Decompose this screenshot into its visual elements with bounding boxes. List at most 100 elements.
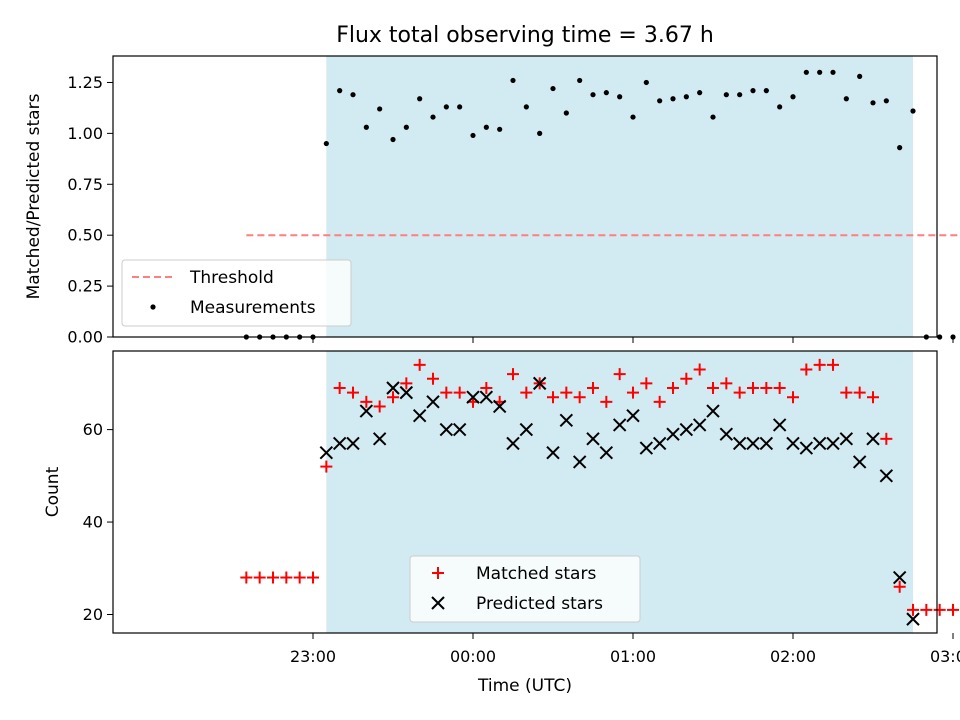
measurement-point [790,94,796,100]
x-tick-label: 02:00 [770,647,816,666]
matched-star-point [853,386,866,399]
matched-star-point [653,395,666,408]
matched-star-point [787,391,799,404]
x-tick-label: 01:00 [610,647,656,666]
matched-star-point [640,377,653,390]
top-legend-box [121,259,352,327]
measurement-point [363,124,369,130]
predicted-star-point [546,445,560,460]
matched-star-point [360,395,373,408]
predicted-star-point [879,469,894,483]
measurement-point [803,69,809,75]
measurement-point [603,90,609,96]
measurement-point [337,88,343,94]
matched-star-point [427,372,439,385]
predicted-star-point [359,404,374,418]
matched-star-point [440,386,453,399]
measurement-point [683,94,689,100]
measurement-point [497,126,503,132]
predicted-star-point [719,427,734,441]
observing-window-shade-top [326,56,913,337]
measurement-point [457,104,463,110]
measurement-point [350,92,356,98]
bottom-axes-frame [112,350,938,634]
matched-star-point [613,368,626,381]
measurement-point [857,73,863,79]
measurement-point [697,90,703,96]
predicted-star-point [786,436,800,451]
matched-star-point [600,395,613,408]
measurement-point [710,114,716,120]
measurement-point [537,130,543,136]
matched-star-point [400,377,413,390]
top-panel: 0.00 0.25 0.50 0.75 1.00 1.25 Flux total obse… [24,23,960,347]
top-y-axis-label: Matched/Predicted stars [24,93,44,299]
measurement-point [777,104,783,110]
matched-star-point [307,571,319,584]
predicted-star-point [506,436,520,451]
matched-star-point [320,460,333,473]
matched-star-point [547,391,559,404]
matched-star-point [813,358,826,371]
predicted-star-point [852,455,867,469]
measurement-point [443,104,449,110]
x-axis-label: Time (UTC) [477,676,572,696]
legend-measurements-label: Measurements [190,298,316,318]
legend-matched-label: Matched stars [476,564,596,584]
predicted-star-point [532,376,547,391]
legend-threshold-label: Threshold [189,268,274,288]
matched-star-point [520,386,533,399]
predicted-star-point [866,432,880,446]
matched-star-point [627,386,639,399]
matched-star-point [347,386,359,399]
predicted-star-point [559,413,574,428]
bottom-panel: 20 40 60 23:00 00:00 01:00 02:00 03:00 Count T… [43,350,960,696]
y-tick-label: 40 [83,513,103,532]
measurement-point [750,88,756,94]
matched-star-point [507,368,519,381]
predicted-star-point [812,436,827,451]
count-points [240,358,959,626]
matched-star-point [333,381,346,394]
matched-star-point [800,363,813,376]
bottom-legend-box [409,555,641,623]
predicted-star-point [386,381,400,395]
matched-star-point [893,580,906,593]
predicted-star-point [799,441,814,455]
matched-star-point [667,381,679,394]
matched-star-point [253,571,266,584]
predicted-star-point [586,432,600,446]
predicted-star-point [692,418,707,432]
matched-star-point [267,571,279,584]
matched-star-point [720,377,733,390]
matched-star-point [840,386,853,399]
predicted-star-point [519,422,534,437]
y-tick-label: 0.50 [67,226,103,245]
measurement-point [897,145,903,151]
predicted-star-point [372,432,387,446]
y-tick-label: 0.75 [67,175,103,194]
legend-predicted-label: Predicted stars [476,594,603,614]
measurement-point [657,98,663,104]
predicted-star-point [346,436,360,451]
matched-star-point [880,432,893,445]
matched-star-point [573,391,586,404]
predicted-star-point [839,432,854,446]
y-tick-label: 0.00 [67,328,103,347]
measurement-point [483,124,489,130]
predicted-star-point [679,422,694,437]
measurement-point [817,69,823,75]
x-tick-label: 03:00 [930,647,960,666]
matched-star-point [293,571,306,584]
top-axes-frame [112,55,938,338]
matched-star-point [587,381,599,394]
matched-star-point [680,372,693,385]
measurement-point [577,77,583,84]
predicted-star-point [666,427,680,441]
predicted-star-point [399,385,414,400]
legend-plus-marker [432,567,444,579]
matched-star-point [920,603,933,616]
measurement-point [937,334,943,340]
measurement-point [617,94,623,100]
